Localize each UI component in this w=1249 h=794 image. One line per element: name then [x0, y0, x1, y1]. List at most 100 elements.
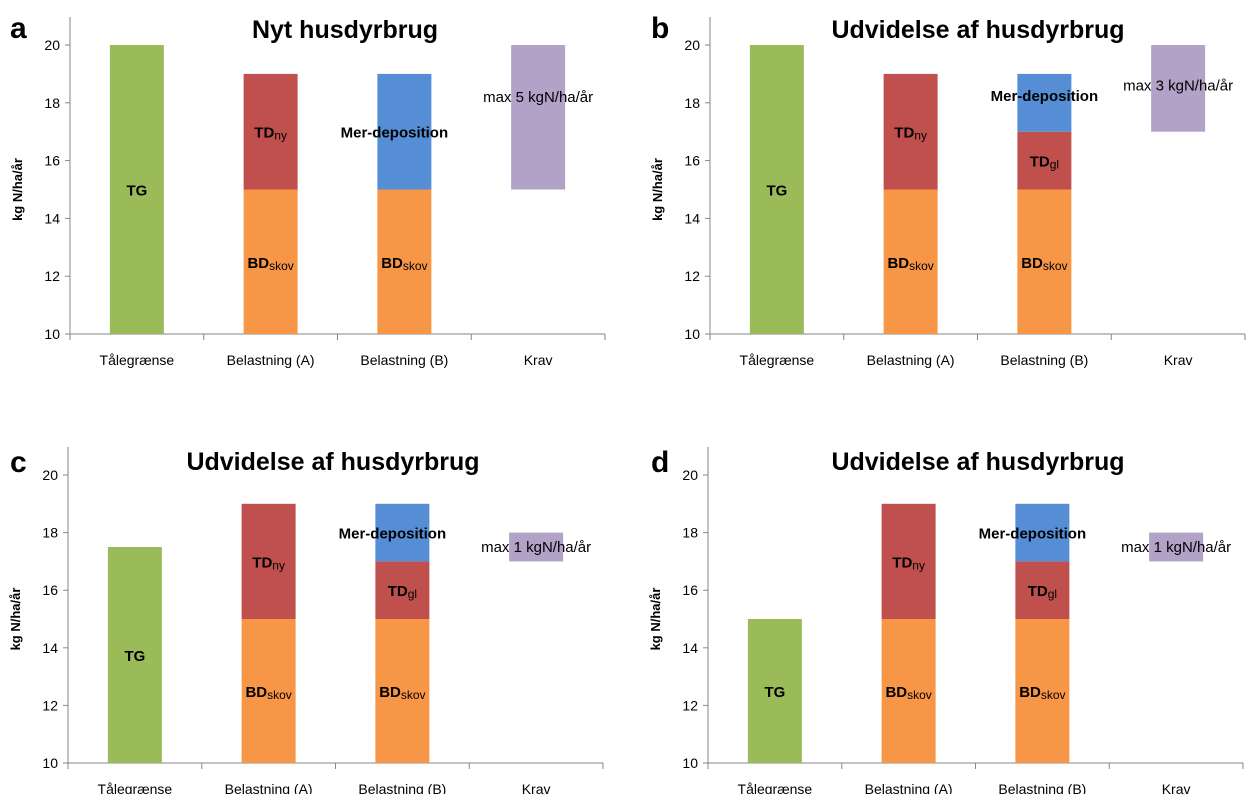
bar-segment [881, 503, 936, 619]
segment-label: BDskov [247, 255, 293, 273]
x-tick-label: Belastning (B) [358, 781, 446, 794]
y-tick-label: 16 [44, 153, 60, 169]
bar-segment [241, 619, 296, 763]
x-tick-label: Belastning (A) [225, 781, 313, 794]
annotation-label: max 1 kgN/ha/år [481, 539, 591, 556]
segment-label: TG [764, 684, 785, 701]
bar-segment [377, 73, 432, 190]
y-tick-label: 10 [42, 755, 58, 771]
bar-segment [375, 619, 430, 763]
bar-segment [1017, 73, 1072, 132]
y-tick-label: 10 [682, 755, 698, 771]
bar-segment [1151, 45, 1206, 132]
segment-label: TDny [254, 125, 287, 143]
x-tick-label: Krav [1162, 781, 1191, 794]
x-tick-label: Krav [1164, 352, 1193, 368]
x-tick-label: Krav [524, 352, 553, 368]
bar-segment [1015, 619, 1070, 763]
segment-label: TG [766, 183, 787, 200]
x-tick-label: Krav [522, 781, 551, 794]
x-tick-label: Tålegrænse [740, 352, 815, 368]
bar-segment [243, 73, 298, 190]
y-tick-label: 20 [44, 37, 60, 53]
x-tick-label: Belastning (B) [1000, 352, 1088, 368]
y-axis-label: kg N/ha/år [8, 588, 23, 651]
x-tick-label: Belastning (A) [867, 352, 955, 368]
bar-segment [881, 619, 936, 763]
x-tick-label: Belastning (A) [865, 781, 953, 794]
segment-label: BDskov [381, 255, 427, 273]
y-tick-label: 20 [682, 467, 698, 483]
chart-title: Udvidelse af husdyrbrug [831, 16, 1124, 44]
segment-label: BDskov [1019, 684, 1065, 702]
y-axis-label: kg N/ha/år [648, 588, 663, 651]
y-tick-label: 20 [42, 467, 58, 483]
chart-title: Nyt husdyrbrug [252, 16, 438, 44]
segment-label: TDny [892, 554, 925, 572]
segment-label: BDskov [887, 255, 933, 273]
segment-label: Mer-deposition [991, 88, 1099, 105]
segment-label: TDny [252, 554, 285, 572]
y-tick-label: 18 [684, 95, 700, 111]
panel-letter: d [651, 446, 669, 479]
annotation-label: max 1 kgN/ha/år [1121, 539, 1231, 556]
y-tick-label: 18 [44, 95, 60, 111]
segment-label: TG [126, 183, 147, 200]
y-tick-label: 14 [684, 210, 700, 226]
segment-label: TDgl [1028, 583, 1057, 601]
chart-panel-c: c Udvidelse af husdyrbrug kg N/ha/år 10 12 14… [8, 446, 604, 794]
x-tick-label: Tålegrænse [738, 781, 813, 794]
bar-segment [883, 189, 938, 334]
y-tick-label: 12 [42, 697, 58, 713]
segment-label: Mer-deposition [341, 125, 449, 142]
y-tick-label: 18 [42, 525, 58, 541]
segment-label: TG [124, 648, 145, 665]
chart-panel-a: a Nyt husdyrbrug kg N/ha/år 10 12 14 16 18 20 Tål… [10, 12, 606, 368]
bar-segment [243, 189, 298, 334]
y-tick-label: 12 [684, 268, 700, 284]
y-tick-label: 14 [42, 640, 58, 656]
y-tick-label: 14 [44, 210, 60, 226]
segment-label: BDskov [245, 684, 291, 702]
panel-letter: b [651, 12, 669, 45]
y-tick-label: 10 [684, 326, 700, 342]
chart-title: Udvidelse af husdyrbrug [186, 448, 479, 476]
bar-segment [377, 189, 432, 334]
chart-panel-d: d Udvidelse af husdyrbrug kg N/ha/år 10 12 14… [648, 446, 1244, 794]
bar-segment [1017, 189, 1072, 334]
bar-segment [1149, 532, 1204, 562]
annotation-label: max 3 kgN/ha/år [1123, 77, 1233, 94]
y-tick-label: 16 [684, 153, 700, 169]
segment-label: BDskov [885, 684, 931, 702]
y-axis-label: kg N/ha/år [650, 158, 665, 221]
bar-segment [511, 45, 566, 190]
segment-label: Mer-deposition [979, 526, 1087, 543]
y-tick-label: 18 [682, 525, 698, 541]
segment-label: BDskov [379, 684, 425, 702]
chart-title: Udvidelse af husdyrbrug [831, 448, 1124, 476]
bar-segment [1015, 561, 1070, 619]
x-tick-label: Belastning (B) [360, 352, 448, 368]
bar-segment [375, 503, 430, 562]
panel-letter: a [10, 12, 27, 45]
y-tick-label: 14 [682, 640, 698, 656]
chart-panel-b: b Udvidelse af husdyrbrug kg N/ha/år 10 12 14… [650, 12, 1246, 368]
x-tick-label: Tålegrænse [98, 781, 173, 794]
y-tick-label: 16 [682, 582, 698, 598]
bar-segment [107, 547, 162, 763]
bar-segment [509, 532, 564, 562]
bar-segment [241, 503, 296, 619]
y-tick-label: 16 [42, 582, 58, 598]
y-tick-label: 10 [44, 326, 60, 342]
panel-letter: c [10, 446, 27, 479]
bar-segment [749, 45, 804, 334]
x-tick-label: Belastning (A) [227, 352, 315, 368]
x-tick-label: Tålegrænse [100, 352, 175, 368]
x-tick-label: Belastning (B) [998, 781, 1086, 794]
y-tick-label: 12 [682, 697, 698, 713]
y-axis-label: kg N/ha/år [10, 158, 25, 221]
segment-label: Mer-deposition [339, 526, 447, 543]
bar-segment [375, 561, 430, 619]
bar-segment [1017, 131, 1072, 190]
